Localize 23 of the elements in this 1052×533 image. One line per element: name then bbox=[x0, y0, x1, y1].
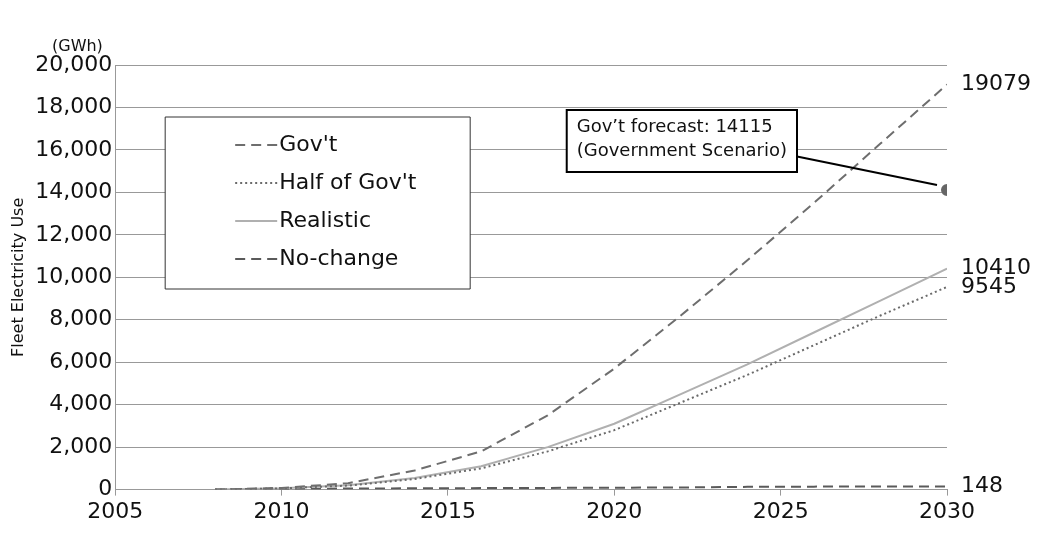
y-tick-label: 8,000 bbox=[49, 305, 113, 331]
x-tick-label: 2010 bbox=[253, 497, 310, 523]
y-tick-label: 4,000 bbox=[49, 390, 113, 416]
x-tick-label: 2030 bbox=[919, 497, 975, 523]
annotation: Gov’t forecast: 14115 (Government Scenario) bbox=[576, 114, 788, 160]
y-tick-label: 2,000 bbox=[49, 432, 113, 458]
legend-label: No-change bbox=[279, 244, 399, 270]
legend-label: Gov't bbox=[279, 130, 338, 156]
y-axis-title: Fleet Electricity Use bbox=[7, 197, 27, 357]
y-tick-label: 10,000 bbox=[35, 263, 113, 289]
legend-label: Realistic bbox=[279, 206, 372, 232]
y-tick-label: 16,000 bbox=[35, 135, 113, 161]
x-tick-label: 2015 bbox=[419, 497, 476, 523]
y-tick-label: 12,000 bbox=[35, 220, 113, 246]
y-tick-label: 6,000 bbox=[49, 347, 113, 373]
x-tick-label: 2025 bbox=[752, 497, 809, 523]
data-label: 19079 bbox=[961, 70, 1031, 96]
y-tick-label: 14,000 bbox=[35, 178, 113, 204]
legend-label: Half of Gov't bbox=[279, 168, 417, 194]
data-label: 148 bbox=[961, 472, 1003, 498]
y-tick-label: 18,000 bbox=[35, 93, 113, 119]
x-tick-label: 2020 bbox=[586, 497, 643, 523]
text: (GWh) bbox=[52, 36, 103, 56]
